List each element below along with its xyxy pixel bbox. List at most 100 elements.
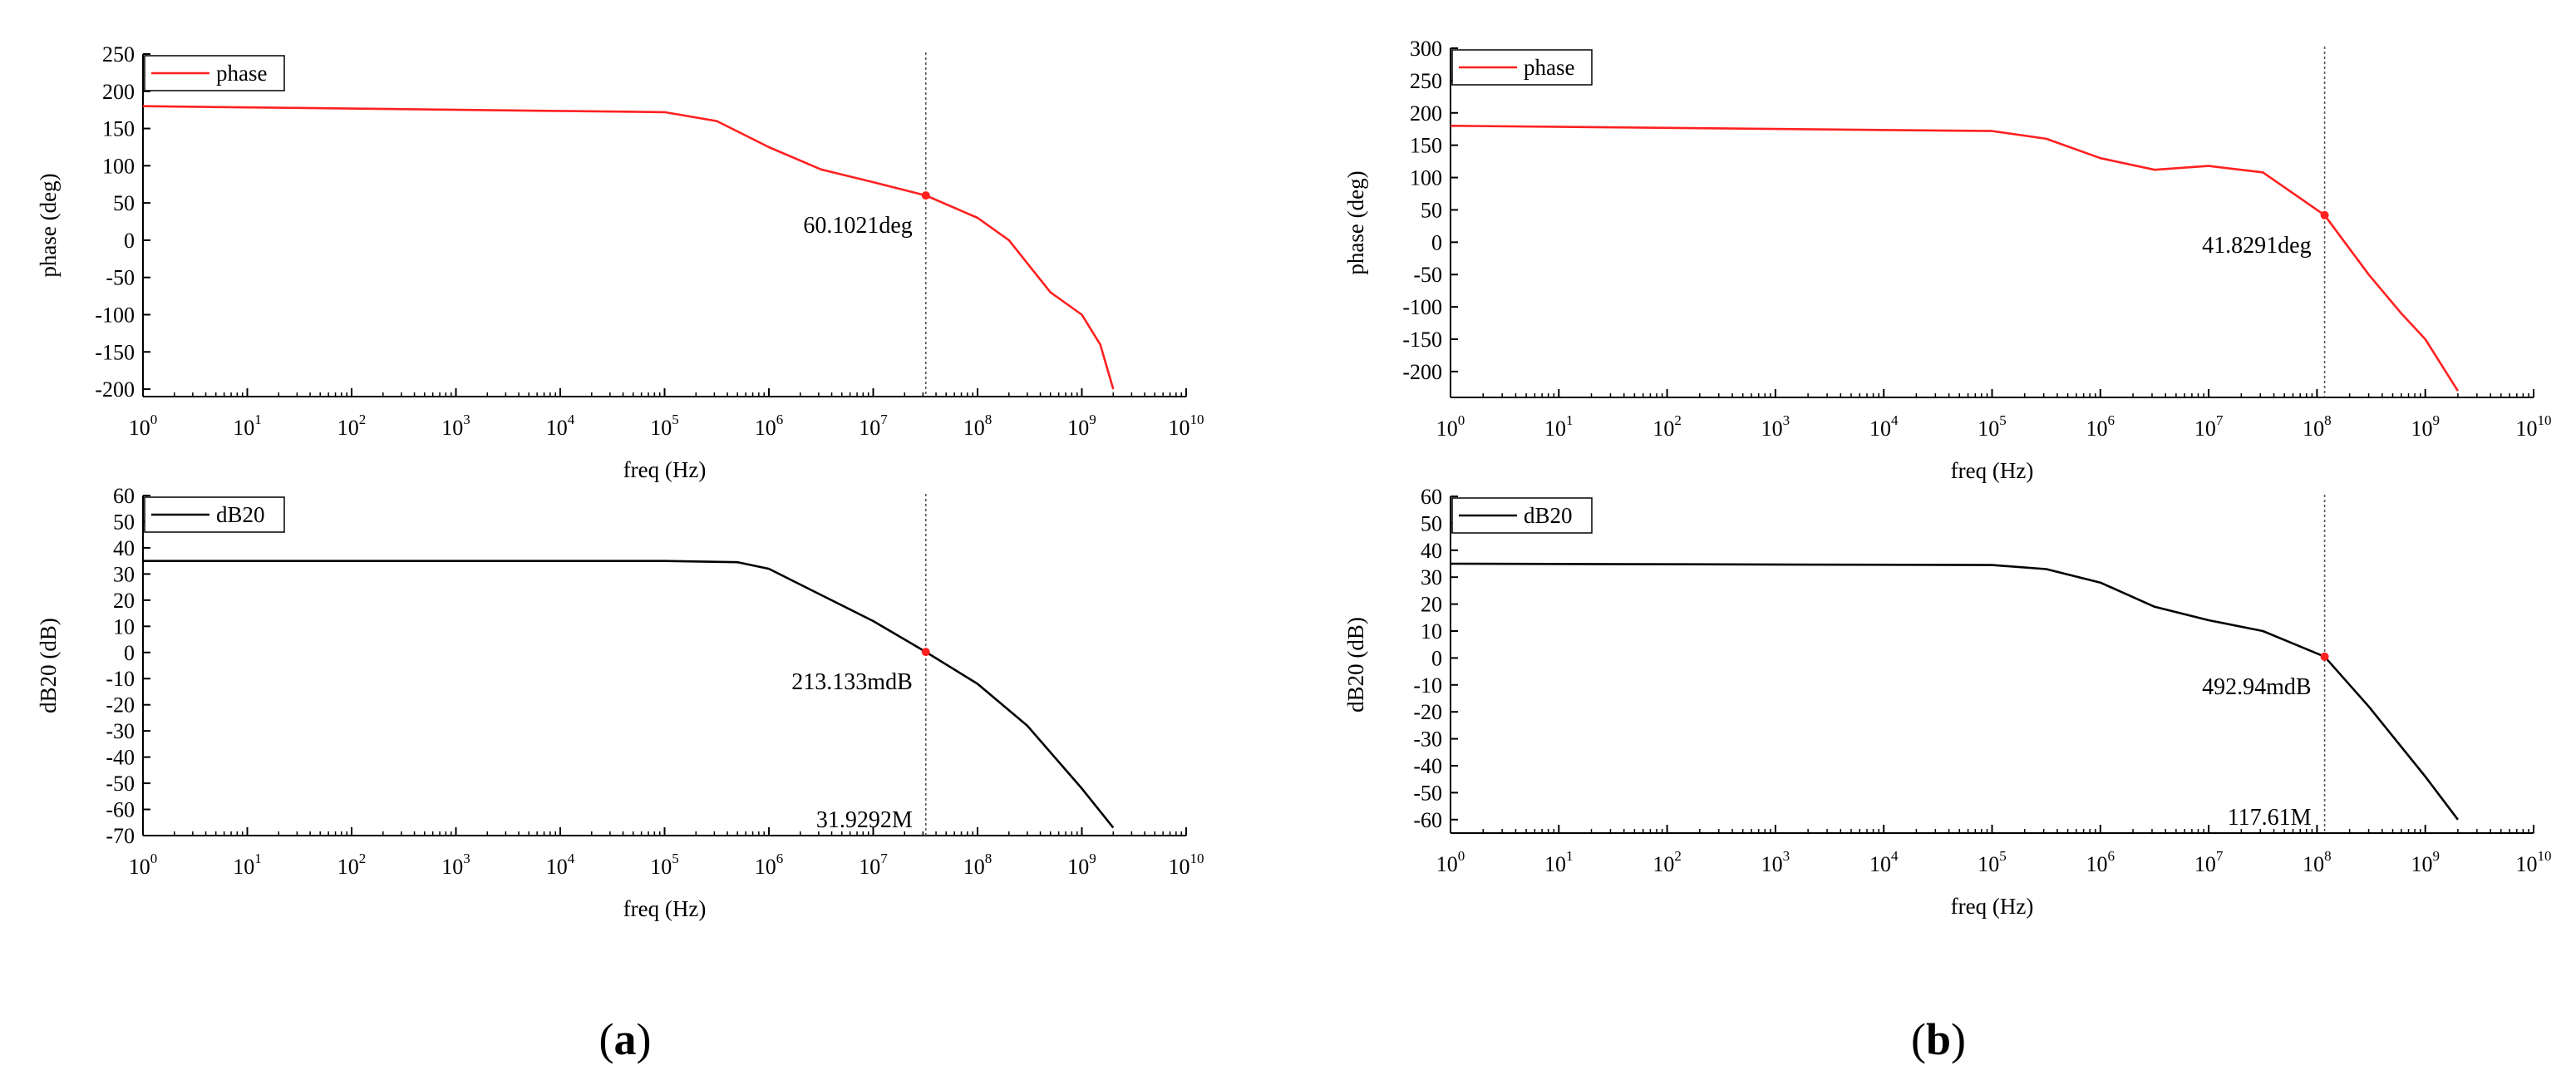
x-tick-label: 100	[129, 412, 158, 440]
x-tick-label: 103	[1761, 848, 1790, 876]
chart-b-phase: 300 250 200 150 100 50 0 -50 -100 -150 -200 100 101 1…	[1343, 37, 2552, 483]
y-tick-label: 20	[1421, 593, 1442, 617]
marker-point	[2320, 210, 2329, 219]
x-tick-label: 100	[1436, 848, 1465, 876]
legend: phase	[144, 55, 285, 91]
marker-value-label: 492.94mdB	[2202, 674, 2311, 700]
marker-freq-label: 117.61M	[2228, 805, 2312, 831]
x-tick-label: 109	[2411, 412, 2440, 441]
x-tick-label: 103	[441, 412, 470, 440]
marker-value-label: 60.1021deg	[803, 213, 912, 239]
legend: dB20	[144, 496, 285, 533]
y-tick-label: 10	[1421, 619, 1442, 644]
marker-point	[921, 191, 930, 200]
y-tick-label: 40	[1421, 539, 1442, 563]
chart-a-phase: 250 200 150 100 50 0 -50 -100 -150 -200 100 101 102 1…	[36, 42, 1204, 482]
x-tick-label: 109	[1067, 412, 1096, 440]
y-tick-label: 10	[113, 614, 135, 639]
x-tick-label: 104	[1869, 848, 1899, 876]
y-axis-title: phase (deg)	[36, 173, 61, 277]
y-tick-label: -50	[1413, 781, 1442, 805]
x-tick-label: 104	[546, 851, 575, 879]
x-tick-label: 107	[2194, 412, 2224, 441]
x-tick-label: 105	[650, 851, 679, 879]
x-tick-label: 102	[1652, 848, 1682, 876]
y-tick-label: -100	[95, 303, 135, 327]
y-tick-label: 0	[124, 641, 135, 665]
y-axis-title: dB20 (dB)	[36, 618, 61, 713]
panel-label-b: (b)	[1911, 1014, 1966, 1064]
y-tick-label: -200	[95, 377, 135, 402]
y-tick-label: 150	[102, 117, 135, 141]
y-tick-label: 50	[113, 191, 135, 215]
y-tick-label: -20	[1413, 700, 1442, 724]
x-tick-label: 101	[233, 851, 262, 879]
x-tick-label: 105	[650, 412, 679, 440]
x-tick-label: 107	[2194, 848, 2224, 876]
y-tick-label: -70	[106, 824, 135, 848]
x-tick-label: 108	[963, 851, 992, 879]
y-tick-label: -20	[106, 693, 135, 718]
y-tick-label: 200	[102, 80, 135, 104]
series-line-dB20	[1450, 562, 2459, 821]
y-tick-label: -150	[1402, 328, 1442, 352]
marker-point	[921, 648, 930, 657]
panel-label-a: (a)	[599, 1014, 652, 1064]
marker-value-label: 41.8291deg	[2202, 233, 2311, 259]
x-tick-label: 100	[1436, 412, 1465, 441]
y-tick-label: -50	[106, 266, 135, 290]
x-tick-label: 106	[755, 851, 784, 879]
series-line-phase	[1450, 125, 2459, 392]
x-tick-label: 1010	[2516, 412, 2552, 441]
x-tick-label: 1010	[1169, 412, 1204, 440]
x-tick-label: 106	[2086, 412, 2115, 441]
y-tick-label: 300	[1410, 37, 1442, 61]
y-axis-title: dB20 (dB)	[1343, 617, 1368, 713]
legend-label: dB20	[216, 502, 265, 527]
legend-label: phase	[1524, 55, 1574, 80]
y-tick-label: -30	[1413, 727, 1442, 752]
legend: dB20	[1451, 497, 1593, 534]
y-tick-label: 100	[102, 154, 135, 178]
x-axis-title: freq (Hz)	[1951, 458, 2034, 483]
x-tick-label: 103	[441, 851, 470, 879]
y-tick-label: -100	[1402, 295, 1442, 319]
y-tick-label: 20	[113, 589, 135, 613]
marker-freq-label: 31.9292M	[816, 807, 913, 833]
y-tick-label: 100	[1410, 166, 1442, 190]
x-tick-label: 102	[337, 412, 367, 440]
y-tick-label: 30	[1421, 565, 1442, 589]
y-tick-label: 50	[113, 510, 135, 534]
x-tick-label: 1010	[2516, 848, 2552, 876]
marker-value-label: 213.133mdB	[791, 669, 912, 695]
x-tick-label: 1010	[1169, 851, 1204, 879]
x-tick-label: 104	[546, 412, 575, 440]
y-tick-label: 0	[124, 229, 135, 253]
y-tick-label: 60	[113, 484, 135, 508]
y-tick-label: 30	[113, 562, 135, 586]
y-tick-label: 0	[1431, 230, 1442, 254]
y-tick-label: -150	[95, 340, 135, 364]
y-tick-label: 250	[102, 42, 135, 67]
x-axis-title: freq (Hz)	[1951, 894, 2034, 919]
x-tick-label: 108	[963, 412, 992, 440]
x-tick-label: 108	[2303, 848, 2332, 876]
y-tick-label: -40	[106, 746, 135, 770]
x-tick-label: 109	[1067, 851, 1096, 879]
x-tick-label: 101	[1544, 412, 1574, 441]
marker-point	[2320, 652, 2329, 661]
x-tick-label: 100	[129, 851, 158, 879]
y-axis-title: phase (deg)	[1343, 170, 1368, 274]
y-tick-label: -10	[106, 667, 135, 691]
x-tick-label: 104	[1869, 412, 1899, 441]
y-tick-label: -30	[106, 719, 135, 743]
y-tick-label: 200	[1410, 101, 1442, 126]
legend-label: phase	[216, 61, 267, 86]
x-tick-label: 102	[337, 851, 367, 879]
legend-label: dB20	[1524, 503, 1573, 528]
x-tick-label: 108	[2303, 412, 2332, 441]
x-tick-label: 105	[1978, 412, 2007, 441]
